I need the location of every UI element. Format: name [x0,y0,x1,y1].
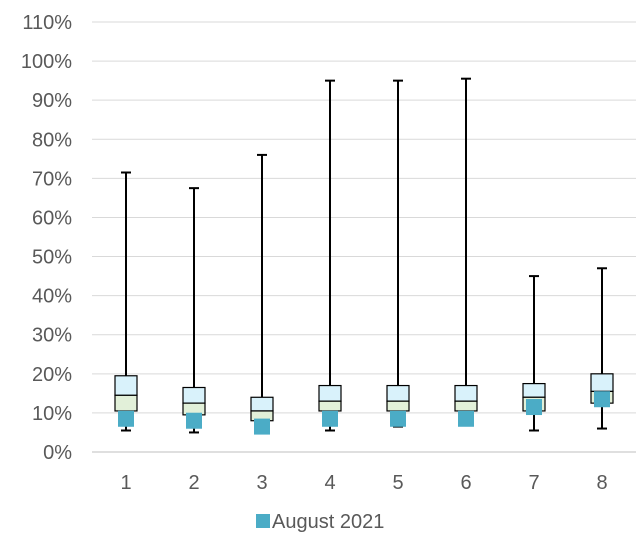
upper-box [250,396,274,412]
lower-box [318,400,342,412]
lower-box [386,400,410,412]
legend-swatch-august-2021 [256,514,270,528]
y-tick-label-0: 0% [43,442,72,464]
x-tick-label-7: 7 [528,472,539,494]
box-1 [114,171,138,432]
upper-box [114,375,138,396]
x-tick-label-3: 3 [256,472,267,494]
upper-box [182,386,206,404]
boxes [114,77,614,434]
marker-7 [526,399,542,416]
marker-4 [322,410,338,427]
lower-box [114,394,138,412]
upper-box [522,382,546,398]
marker-8 [594,391,610,408]
box-6 [454,77,478,426]
y-tick-label-6: 60% [32,207,72,229]
marker-1 [118,410,134,427]
y-tick-label-3: 30% [32,325,72,347]
x-axis-tick-labels: 1 2 3 4 5 6 7 8 [120,472,607,494]
y-axis-tick-labels: 0% 10% 20% 30% 40% 50% 60% 70% 80% 90% 100% 110% [21,12,72,464]
x-tick-label-6: 6 [460,472,471,494]
y-tick-label-4: 40% [32,286,72,308]
y-tick-label-10: 100% [21,51,72,73]
upper-box [590,373,614,393]
y-tick-label-11: 110% [22,12,72,34]
box-3 [250,153,274,430]
x-tick-label-2: 2 [188,472,199,494]
box-5 [386,79,410,428]
marker-5 [390,410,406,427]
upper-box [454,384,478,402]
gridlines [92,21,636,453]
august-2021-markers [118,391,610,435]
x-tick-label-5: 5 [392,472,403,494]
legend: August 2021 [256,511,384,533]
legend-label-august-2021: August 2021 [272,511,384,533]
marker-3 [254,418,270,435]
upper-box [318,384,342,402]
box-2 [182,187,206,434]
marker-2 [186,412,202,429]
y-tick-label-1: 10% [32,403,72,425]
y-tick-label-5: 50% [32,247,72,269]
lower-box [454,400,478,412]
y-tick-label-2: 20% [32,364,72,386]
x-tick-label-1: 1 [120,472,131,494]
y-tick-label-7: 70% [32,168,72,190]
upper-box [386,384,410,402]
box-4 [318,79,342,432]
y-tick-label-9: 90% [32,90,72,112]
x-tick-label-8: 8 [596,472,607,494]
y-tick-label-8: 80% [32,129,72,151]
x-tick-label-4: 4 [324,472,335,494]
marker-6 [458,410,474,427]
